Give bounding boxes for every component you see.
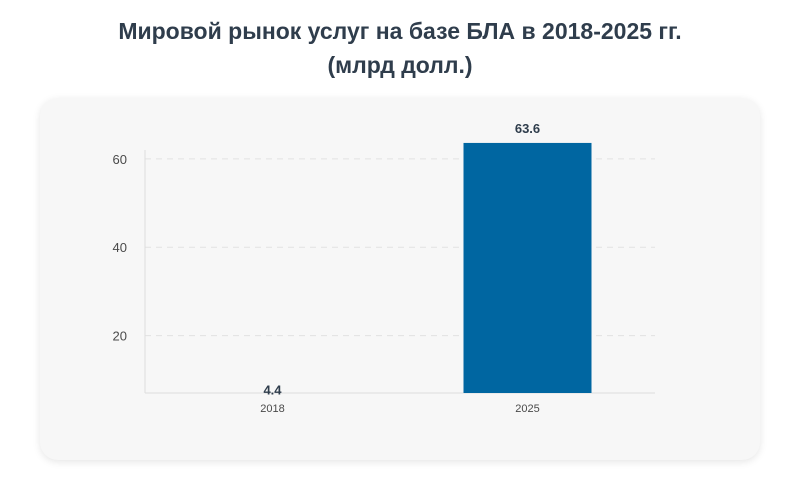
y-tick-label: 40 [113, 240, 127, 255]
chart-title: Мировой рынок услуг на базе БЛА в 2018-2… [0, 14, 800, 82]
chart-card [40, 98, 760, 460]
x-tick-label: 2018 [260, 403, 284, 415]
y-tick-label: 60 [113, 152, 127, 167]
bar-value-label: 63.6 [515, 121, 540, 136]
chart-title-line-1: Мировой рынок услуг на базе БЛА в 2018-2… [118, 18, 682, 44]
chart-title-line-2: (млрд долл.) [327, 52, 473, 78]
x-tick-label: 2025 [515, 403, 539, 415]
bar [463, 142, 592, 393]
y-tick-label: 20 [113, 329, 127, 344]
bar-value-label: 4.4 [263, 382, 282, 397]
